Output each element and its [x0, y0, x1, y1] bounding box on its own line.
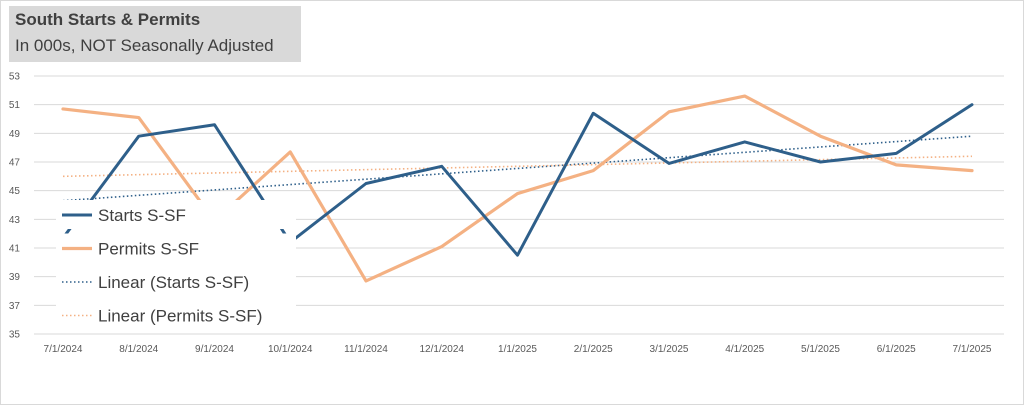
data-point — [896, 153, 897, 154]
y-tick-label: 51 — [9, 100, 21, 111]
data-point — [896, 164, 897, 165]
x-axis: 7/1/2024 8/1/2024 9/1/2024 10/1/2024 11/1/20… — [44, 344, 992, 355]
data-point — [593, 170, 594, 171]
x-tick-label: 7/1/2025 — [953, 344, 992, 355]
data-point — [290, 151, 291, 152]
data-point — [63, 108, 64, 109]
x-tick-label: 4/1/2025 — [725, 344, 764, 355]
data-point — [820, 162, 821, 163]
data-point — [366, 280, 367, 281]
data-point — [744, 96, 745, 97]
x-tick-label: 1/1/2025 — [498, 344, 537, 355]
chart-title: South Starts & Permits — [15, 10, 201, 29]
y-axis: 35 37 39 41 43 45 47 49 51 53 — [9, 72, 21, 341]
y-tick-label: 41 — [9, 244, 21, 255]
legend-item-background — [56, 300, 296, 330]
title-box: South Starts & Permits In 000s, NOT Seas… — [9, 6, 301, 62]
data-point — [517, 193, 518, 194]
y-tick-label: 37 — [9, 301, 21, 312]
y-tick-label: 53 — [9, 72, 21, 83]
x-tick-label: 11/1/2024 — [344, 344, 388, 355]
data-point — [593, 113, 594, 114]
data-point — [366, 183, 367, 184]
y-tick-label: 49 — [9, 129, 21, 140]
data-point — [972, 170, 973, 171]
x-tick-label: 9/1/2024 — [195, 344, 234, 355]
data-point — [669, 111, 670, 112]
data-point — [517, 255, 518, 256]
data-point — [214, 124, 215, 125]
data-point — [441, 166, 442, 167]
legend-label: Linear (Permits S-SF) — [98, 307, 262, 326]
legend-item-background — [56, 233, 296, 263]
data-point — [820, 136, 821, 137]
legend-label: Linear (Starts S-SF) — [98, 273, 249, 292]
data-point — [972, 104, 973, 105]
x-tick-label: 3/1/2025 — [650, 344, 689, 355]
series-line-starts — [61, 103, 974, 257]
x-tick-label: 5/1/2025 — [801, 344, 840, 355]
data-point — [744, 141, 745, 142]
x-tick-label: 12/1/2024 — [420, 344, 465, 355]
x-tick-label: 10/1/2024 — [268, 344, 313, 355]
x-tick-label: 2/1/2025 — [574, 344, 613, 355]
y-tick-label: 35 — [9, 330, 21, 341]
y-tick-label: 45 — [9, 186, 21, 197]
data-point — [669, 163, 670, 164]
legend-label: Starts S-SF — [98, 206, 186, 225]
data-point — [138, 136, 139, 137]
y-tick-label: 47 — [9, 158, 21, 169]
legend-item-background — [56, 267, 296, 296]
x-tick-label: 6/1/2025 — [877, 344, 916, 355]
data-point — [441, 246, 442, 247]
chart-subtitle: In 000s, NOT Seasonally Adjusted — [15, 36, 274, 55]
x-tick-label: 7/1/2024 — [44, 344, 83, 355]
legend-label: Permits S-SF — [98, 240, 199, 259]
y-tick-label: 43 — [9, 215, 21, 226]
data-point — [138, 117, 139, 118]
legend-item-background — [56, 200, 296, 229]
y-tick-label: 39 — [9, 272, 21, 283]
x-tick-label: 8/1/2024 — [119, 344, 158, 355]
legend: Starts S-SF Permits S-SF Linear (Starts S-… — [56, 200, 296, 330]
